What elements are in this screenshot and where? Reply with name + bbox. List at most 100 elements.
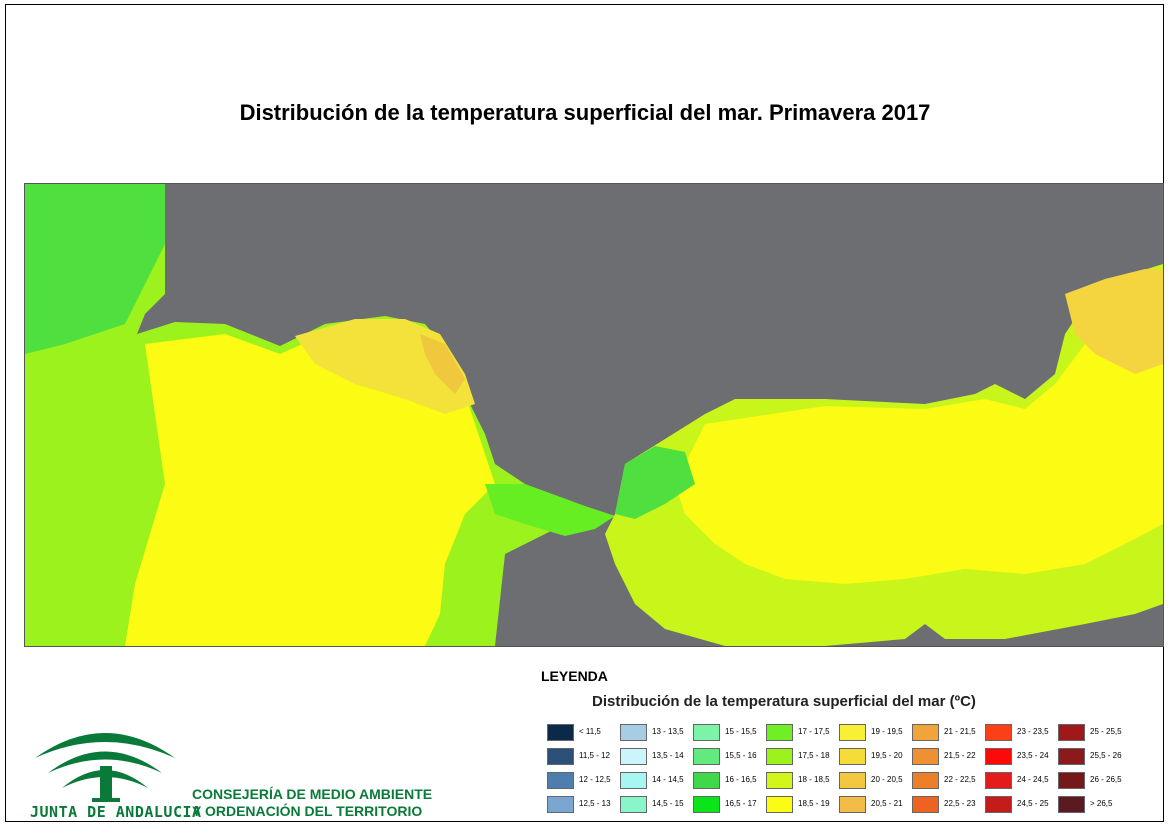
legend-label: 24,5 - 25 xyxy=(1017,799,1049,808)
legend-item: 24 - 24,5 xyxy=(985,772,1055,790)
legend-item: 14 - 14,5 xyxy=(620,772,690,790)
legend-item: 12 - 12,5 xyxy=(547,772,617,790)
legend-swatch xyxy=(766,796,793,813)
legend-item: 19,5 - 20 xyxy=(839,748,909,766)
legend-item: 20,5 - 21 xyxy=(839,796,909,814)
legend-item: 22 - 22,5 xyxy=(912,772,982,790)
legend-swatch xyxy=(547,772,574,789)
legend-label: 18 - 18,5 xyxy=(798,775,830,784)
legend-label: 21,5 - 22 xyxy=(944,751,976,760)
legend-swatch xyxy=(985,796,1012,813)
legend-swatch xyxy=(912,796,939,813)
legend-item: 22,5 - 23 xyxy=(912,796,982,814)
legend-item: 25 - 25,5 xyxy=(1058,724,1128,742)
legend-label: 19 - 19,5 xyxy=(871,727,903,736)
legend-label: 15,5 - 16 xyxy=(725,751,757,760)
legend-swatch xyxy=(912,748,939,765)
legend-item: 20 - 20,5 xyxy=(839,772,909,790)
legend-heading: LEYENDA xyxy=(541,668,608,684)
legend-label: 14 - 14,5 xyxy=(652,775,684,784)
legend-swatch xyxy=(839,724,866,741)
strait-green xyxy=(485,484,615,536)
legend-label: 25,5 - 26 xyxy=(1090,751,1122,760)
organization-line-2: Y ORDENACIÓN DEL TERRITORIO xyxy=(192,803,423,819)
legend-label: 16 - 16,5 xyxy=(725,775,757,784)
legend-label: 23 - 23,5 xyxy=(1017,727,1049,736)
legend-swatch xyxy=(766,772,793,789)
legend-item: 23 - 23,5 xyxy=(985,724,1055,742)
legend-swatch xyxy=(1058,772,1085,789)
legend-label: 22 - 22,5 xyxy=(944,775,976,784)
legend-label: 15 - 15,5 xyxy=(725,727,757,736)
logo-base xyxy=(92,798,120,802)
legend-item: 26 - 26,5 xyxy=(1058,772,1128,790)
legend-swatch xyxy=(839,772,866,789)
legend-item: 15,5 - 16 xyxy=(693,748,763,766)
legend-label: 21 - 21,5 xyxy=(944,727,976,736)
legend-swatch xyxy=(693,724,720,741)
legend-item: 18 - 18,5 xyxy=(766,772,836,790)
atlantic-green-coast xyxy=(25,184,165,354)
alboran-green xyxy=(615,446,695,519)
legend-item: 17,5 - 18 xyxy=(766,748,836,766)
map-raster xyxy=(25,184,1163,646)
legend-swatch xyxy=(547,724,574,741)
legend-label: 17,5 - 18 xyxy=(798,751,830,760)
legend-swatch xyxy=(620,724,647,741)
legend-swatch xyxy=(1058,748,1085,765)
atlantic-yellow xyxy=(125,324,495,646)
legend-label: 13,5 - 14 xyxy=(652,751,684,760)
atlantic-warm-2 xyxy=(420,334,465,394)
legend-item: > 26,5 xyxy=(1058,796,1128,814)
legend-label: 13 - 13,5 xyxy=(652,727,684,736)
legend-item: 21,5 - 22 xyxy=(912,748,982,766)
legend-item: 23,5 - 24 xyxy=(985,748,1055,766)
legend-swatch xyxy=(839,748,866,765)
legend-label: 20 - 20,5 xyxy=(871,775,903,784)
legend-item: 21 - 21,5 xyxy=(912,724,982,742)
legend-item: 13,5 - 14 xyxy=(620,748,690,766)
mediterranean-warm xyxy=(1065,269,1163,374)
legend-item: 14,5 - 15 xyxy=(620,796,690,814)
legend-swatch xyxy=(547,748,574,765)
legend-swatch xyxy=(985,772,1012,789)
legend-swatch xyxy=(766,724,793,741)
legend-swatch xyxy=(912,772,939,789)
logo-arc-middle xyxy=(48,751,162,773)
logo-column xyxy=(100,766,112,800)
logo-arc-inner xyxy=(62,770,148,788)
legend-subtitle: Distribución de la temperatura superfici… xyxy=(592,693,976,710)
sea-temperature-map xyxy=(24,183,1164,647)
organization-line-1: CONSEJERÍA DE MEDIO AMBIENTE xyxy=(192,786,433,802)
legend-swatch xyxy=(912,724,939,741)
legend-swatch xyxy=(839,796,866,813)
legend-item: 13 - 13,5 xyxy=(620,724,690,742)
legend-label: 24 - 24,5 xyxy=(1017,775,1049,784)
legend-item: 16,5 - 17 xyxy=(693,796,763,814)
mediterranean-yellow xyxy=(675,284,1163,584)
legend-item: 16 - 16,5 xyxy=(693,772,763,790)
legend-label: 23,5 - 24 xyxy=(1017,751,1049,760)
legend-label: 26 - 26,5 xyxy=(1090,775,1122,784)
legend-item: 19 - 19,5 xyxy=(839,724,909,742)
junta-de-andalucia-logo xyxy=(35,733,175,802)
legend-swatch xyxy=(985,724,1012,741)
legend-item: 25,5 - 26 xyxy=(1058,748,1128,766)
legend-item: 12,5 - 13 xyxy=(547,796,617,814)
legend-swatch xyxy=(620,748,647,765)
legend-item: 24,5 - 25 xyxy=(985,796,1055,814)
legend-swatch xyxy=(620,772,647,789)
legend-label: 12 - 12,5 xyxy=(579,775,611,784)
legend-item: 11,5 - 12 xyxy=(547,748,617,766)
legend-label: 19,5 - 20 xyxy=(871,751,903,760)
legend-item: 17 - 17,5 xyxy=(766,724,836,742)
legend-swatch xyxy=(693,796,720,813)
legend-swatch xyxy=(693,748,720,765)
logo-brand-text: JUNTA DE ANDALUCIA xyxy=(30,803,202,821)
legend-swatch xyxy=(766,748,793,765)
legend-label: > 26,5 xyxy=(1090,799,1113,808)
legend-label: 16,5 - 17 xyxy=(725,799,757,808)
legend-label: 25 - 25,5 xyxy=(1090,727,1122,736)
legend-swatch xyxy=(985,748,1012,765)
legend-label: 22,5 - 23 xyxy=(944,799,976,808)
